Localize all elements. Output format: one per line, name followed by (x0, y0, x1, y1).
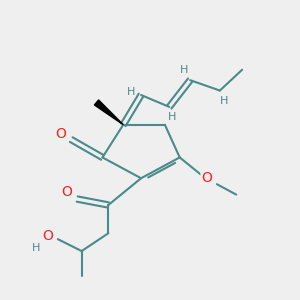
Text: H: H (220, 96, 229, 106)
Polygon shape (94, 100, 123, 125)
Text: O: O (42, 229, 53, 243)
Text: O: O (201, 171, 212, 185)
Text: O: O (61, 184, 72, 199)
Text: H: H (32, 243, 40, 253)
Text: H: H (127, 87, 135, 97)
Text: H: H (180, 65, 188, 75)
Text: O: O (56, 127, 66, 141)
Text: H: H (168, 112, 176, 122)
